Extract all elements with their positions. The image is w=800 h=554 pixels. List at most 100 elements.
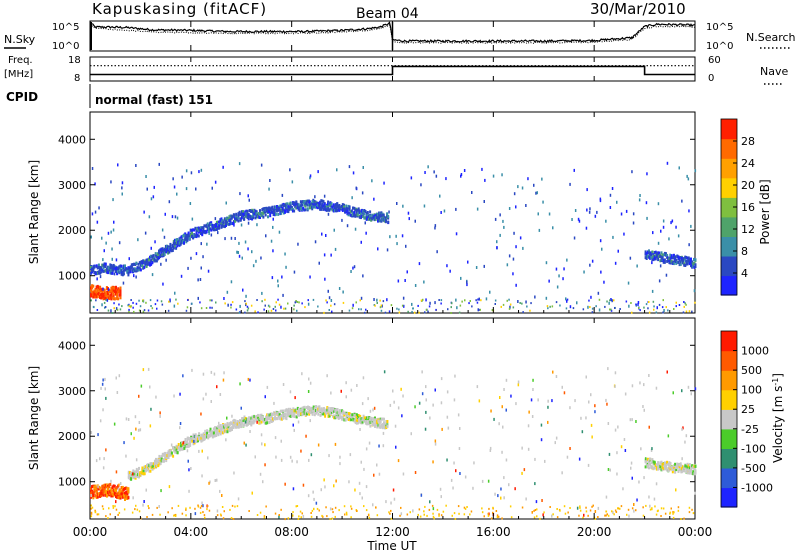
range-cell [263, 308, 265, 311]
range-cell [293, 270, 296, 274]
range-cell [290, 410, 292, 414]
range-cell [355, 413, 358, 417]
range-cell [645, 462, 648, 466]
range-cell [164, 250, 167, 254]
range-cell [380, 214, 383, 218]
range-cell [270, 209, 273, 213]
range-cell [657, 251, 660, 255]
range-cell [238, 241, 240, 245]
range-cell [372, 422, 375, 426]
range-cell [649, 457, 652, 461]
range-cell [119, 270, 122, 274]
range-cell [583, 513, 585, 517]
range-cell [168, 485, 171, 489]
range-cell [245, 294, 247, 298]
range-cell [376, 419, 379, 423]
range-cell [277, 208, 280, 212]
range-cell [176, 244, 179, 248]
range-cell [243, 418, 246, 422]
range-cell [226, 422, 229, 425]
range-cell [314, 240, 317, 244]
range-cell [402, 394, 404, 398]
range-cell [169, 298, 171, 302]
range-cell [445, 177, 447, 181]
range-cell [230, 517, 233, 519]
range-cell [118, 293, 121, 297]
range-cell [194, 226, 197, 230]
range-cell [221, 219, 224, 223]
range-cell [180, 444, 182, 448]
range-cell [289, 206, 292, 210]
range-cell [433, 517, 435, 520]
range-cell [658, 254, 661, 258]
range-cell [116, 272, 119, 276]
range-cell [220, 426, 223, 430]
range-cell [95, 459, 98, 463]
range-cell [121, 272, 124, 276]
range-cell [302, 412, 305, 416]
range-cell [629, 418, 632, 422]
range-cell [202, 504, 204, 508]
range-cell [678, 258, 681, 262]
range-cell [693, 472, 696, 476]
range-cell [528, 410, 530, 414]
range-cell [670, 256, 673, 260]
range-cell [386, 248, 389, 252]
range-cell [469, 513, 471, 516]
range-cell [90, 292, 92, 296]
range-cell [100, 494, 103, 498]
range-cell [199, 506, 202, 509]
range-cell [202, 511, 204, 514]
range-cell [142, 300, 144, 302]
range-cell [327, 205, 330, 209]
range-cell [97, 485, 99, 489]
range-cell [180, 235, 183, 239]
range-cell [380, 304, 383, 307]
range-cell [117, 290, 120, 294]
range-cell [171, 215, 174, 219]
range-cell [200, 433, 203, 437]
range-cell [295, 300, 297, 302]
range-cell [665, 466, 667, 470]
range-cell [680, 470, 683, 474]
range-cell [353, 265, 356, 269]
range-cell [185, 514, 187, 517]
range-cell [687, 464, 690, 468]
range-cell [692, 262, 695, 266]
range-cell [155, 465, 157, 469]
range-cell [274, 512, 277, 515]
range-cell [547, 399, 549, 403]
range-cell [649, 508, 652, 511]
range-cell [660, 468, 663, 472]
radar-title: Kapuskasing (fitACF) [92, 0, 267, 18]
range-cell [423, 280, 425, 284]
range-cell [402, 472, 405, 476]
range-cell [684, 255, 687, 259]
range-cell [318, 205, 320, 209]
range-cell [92, 265, 95, 269]
range-cell [270, 415, 273, 419]
range-cell [210, 233, 213, 237]
range-cell [97, 492, 100, 496]
colorbar-tick-label: 500 [741, 364, 762, 377]
range-cell [362, 209, 365, 213]
range-cell [259, 209, 261, 213]
range-cell [267, 310, 270, 313]
range-cell [276, 417, 279, 421]
range-cell [417, 513, 419, 516]
range-cell [110, 180, 112, 184]
range-cell [304, 208, 307, 212]
range-cell [121, 495, 124, 499]
range-cell [653, 460, 656, 464]
range-cell [251, 415, 254, 419]
range-cell [231, 222, 234, 226]
range-cell [173, 514, 175, 517]
range-cell [97, 263, 100, 267]
range-cell [369, 417, 372, 421]
range-cell [321, 409, 324, 413]
range-cell [693, 258, 695, 261]
range-cell [118, 494, 121, 498]
range-cell [137, 262, 140, 266]
range-cell [207, 434, 210, 438]
range-cell [167, 309, 170, 312]
